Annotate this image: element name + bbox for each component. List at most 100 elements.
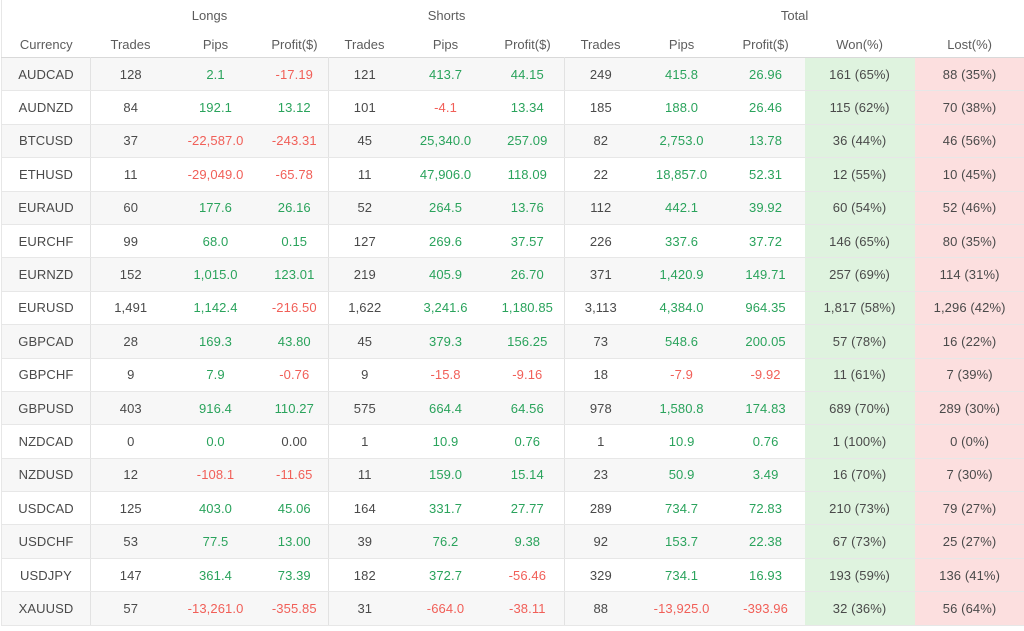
table-row-nzdusd: NZDUSD 12 -108.1 -11.65 11 159.0 15.14 23 50.9 3.… bbox=[1, 458, 1024, 493]
cell-longs-pips: 192.1 bbox=[170, 90, 261, 125]
cell-total-pips: 153.7 bbox=[636, 524, 727, 559]
currency-cell: BTCUSD bbox=[1, 124, 91, 159]
cell-won: 146 (65%) bbox=[804, 224, 915, 259]
cell-total-trades: 329 bbox=[564, 558, 637, 593]
column-header-longs-profit: Profit($) bbox=[260, 31, 329, 58]
column-header-lost: Lost(%) bbox=[914, 31, 1024, 58]
column-header-shorts-profit: Profit($) bbox=[490, 31, 565, 58]
cell-shorts-profit: 13.76 bbox=[490, 191, 566, 225]
cell-longs-trades: 147 bbox=[90, 558, 171, 593]
cell-longs-pips: 68.0 bbox=[170, 224, 261, 259]
cell-shorts-pips: 76.2 bbox=[400, 524, 491, 559]
cell-shorts-trades: 11 bbox=[328, 157, 401, 192]
cell-shorts-pips: 10.9 bbox=[400, 424, 491, 459]
cell-won: 257 (69%) bbox=[804, 257, 915, 292]
cell-longs-trades: 57 bbox=[90, 591, 171, 626]
cell-lost: 46 (56%) bbox=[914, 124, 1024, 159]
currency-cell: GBPCAD bbox=[1, 324, 91, 359]
cell-shorts-profit: 1,180.85 bbox=[490, 291, 566, 326]
cell-total-pips: 188.0 bbox=[636, 90, 727, 125]
cell-lost: 114 (31%) bbox=[914, 257, 1024, 292]
table-row-eurnzd: EURNZD 152 1,015.0 123.01 219 405.9 26.70 371 1,… bbox=[1, 257, 1024, 292]
cell-longs-pips: 916.4 bbox=[170, 391, 261, 426]
table-row-gbpcad: GBPCAD 28 169.3 43.80 45 379.3 156.25 73 548.6 20… bbox=[1, 324, 1024, 359]
cell-longs-profit: -243.31 bbox=[260, 124, 330, 159]
cell-shorts-trades: 1,622 bbox=[328, 291, 401, 326]
cell-shorts-profit: -56.46 bbox=[490, 558, 566, 593]
cell-longs-trades: 1,491 bbox=[90, 291, 171, 326]
table-row-nzdcad: NZDCAD 0 0.0 0.00 1 10.9 0.76 1 10.9 0.76 1 (100%)… bbox=[1, 424, 1024, 459]
cell-total-profit: 3.49 bbox=[726, 458, 805, 493]
cell-shorts-profit: 0.76 bbox=[490, 424, 566, 459]
cell-total-trades: 73 bbox=[564, 324, 637, 359]
cell-longs-profit: 110.27 bbox=[260, 391, 330, 426]
cell-total-profit: 72.83 bbox=[726, 491, 805, 526]
cell-total-trades: 18 bbox=[564, 358, 637, 392]
cell-longs-pips: -13,261.0 bbox=[170, 591, 261, 626]
table-row-eurchf: EURCHF 99 68.0 0.15 127 269.6 37.57 226 337.6 37.… bbox=[1, 224, 1024, 259]
cell-total-pips: 1,580.8 bbox=[636, 391, 727, 426]
cell-longs-trades: 128 bbox=[90, 57, 171, 92]
cell-longs-profit: 123.01 bbox=[260, 257, 330, 292]
table-body: AUDCAD 128 2.1 -17.19 121 413.7 44.15 249 415.8 2… bbox=[1, 57, 1024, 626]
cell-total-profit: 37.72 bbox=[726, 224, 805, 259]
cell-total-profit: 16.93 bbox=[726, 558, 805, 593]
cell-shorts-trades: 45 bbox=[328, 324, 401, 359]
cell-shorts-pips: 264.5 bbox=[400, 191, 491, 225]
cell-longs-profit: 0.00 bbox=[260, 424, 330, 459]
cell-won: 57 (78%) bbox=[804, 324, 915, 359]
cell-total-trades: 978 bbox=[564, 391, 637, 426]
column-header-shorts-trades: Trades bbox=[328, 31, 401, 58]
group-header-row: Longs Shorts Total bbox=[1, 0, 1024, 31]
cell-longs-pips: 1,142.4 bbox=[170, 291, 261, 326]
cell-total-pips: -7.9 bbox=[636, 358, 727, 392]
cell-longs-trades: 28 bbox=[90, 324, 171, 359]
cell-lost: 52 (46%) bbox=[914, 191, 1024, 225]
cell-longs-profit: -0.76 bbox=[260, 358, 330, 392]
table-row-usdchf: USDCHF 53 77.5 13.00 39 76.2 9.38 92 153.7 22.38 6… bbox=[1, 524, 1024, 559]
cell-longs-profit: 73.39 bbox=[260, 558, 330, 593]
currency-cell: EURCHF bbox=[1, 224, 91, 259]
cell-total-trades: 3,113 bbox=[564, 291, 637, 326]
cell-shorts-pips: 3,241.6 bbox=[400, 291, 491, 326]
cell-total-trades: 226 bbox=[564, 224, 637, 259]
cell-longs-trades: 12 bbox=[90, 458, 171, 493]
cell-won: 161 (65%) bbox=[804, 57, 915, 92]
cell-won: 16 (70%) bbox=[804, 458, 915, 493]
group-header-shorts: Shorts bbox=[328, 0, 565, 31]
cell-total-profit: -9.92 bbox=[726, 358, 805, 392]
cell-shorts-profit: 15.14 bbox=[490, 458, 566, 493]
currency-cell: USDJPY bbox=[1, 558, 91, 593]
cell-shorts-pips: 664.4 bbox=[400, 391, 491, 426]
cell-shorts-pips: 25,340.0 bbox=[400, 124, 491, 159]
cell-lost: 0 (0%) bbox=[914, 424, 1024, 459]
cell-shorts-trades: 121 bbox=[328, 57, 401, 92]
cell-longs-pips: 403.0 bbox=[170, 491, 261, 526]
cell-shorts-trades: 9 bbox=[328, 358, 401, 392]
cell-longs-trades: 99 bbox=[90, 224, 171, 259]
cell-shorts-profit: 9.38 bbox=[490, 524, 566, 559]
cell-longs-profit: -65.78 bbox=[260, 157, 330, 192]
cell-total-profit: 26.96 bbox=[726, 57, 805, 92]
cell-total-pips: -13,925.0 bbox=[636, 591, 727, 626]
cell-shorts-profit: 37.57 bbox=[490, 224, 566, 259]
table-row-euraud: EURAUD 60 177.6 26.16 52 264.5 13.76 112 442.1 39… bbox=[1, 191, 1024, 225]
cell-won: 689 (70%) bbox=[804, 391, 915, 426]
cell-won: 67 (73%) bbox=[804, 524, 915, 559]
cell-shorts-profit: -38.11 bbox=[490, 591, 566, 626]
cell-shorts-pips: -15.8 bbox=[400, 358, 491, 392]
cell-shorts-trades: 127 bbox=[328, 224, 401, 259]
cell-total-trades: 92 bbox=[564, 524, 637, 559]
cell-longs-profit: -216.50 bbox=[260, 291, 330, 326]
cell-lost: 289 (30%) bbox=[914, 391, 1024, 426]
cell-lost: 7 (30%) bbox=[914, 458, 1024, 493]
table-row-usdcad: USDCAD 125 403.0 45.06 164 331.7 27.77 289 734.7… bbox=[1, 491, 1024, 526]
cell-lost: 70 (38%) bbox=[914, 90, 1024, 125]
cell-longs-trades: 0 bbox=[90, 424, 171, 459]
column-header-total-pips: Pips bbox=[636, 31, 727, 58]
cell-longs-profit: 0.15 bbox=[260, 224, 330, 259]
currency-cell: EURUSD bbox=[1, 291, 91, 326]
cell-longs-trades: 53 bbox=[90, 524, 171, 559]
currency-cell: AUDCAD bbox=[1, 57, 91, 92]
